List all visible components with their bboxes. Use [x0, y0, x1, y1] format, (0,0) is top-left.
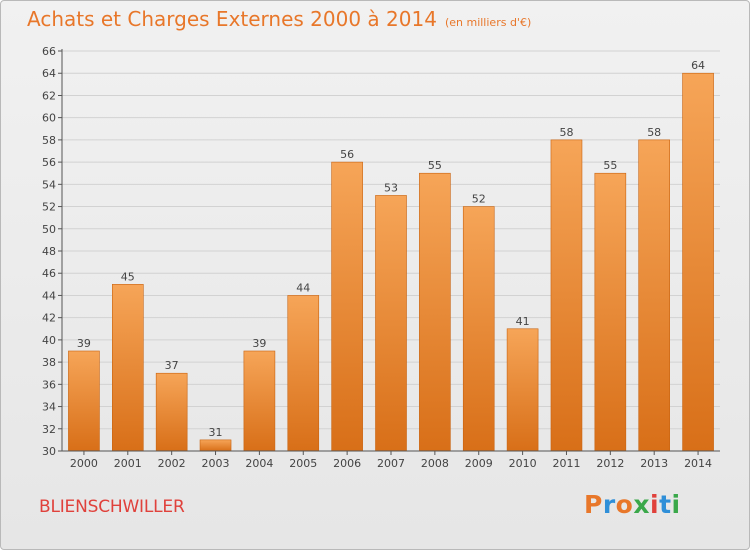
- y-tick-label: 40: [42, 334, 56, 347]
- brand-letter: t: [659, 490, 672, 519]
- label-layer: 39 45 37 31 39 44 56 53 55 52 41 58 55 58 64: [77, 59, 705, 439]
- y-tick-label: 58: [42, 134, 56, 147]
- y-tick-label: 54: [42, 178, 56, 191]
- bar-value-label: 41: [516, 315, 530, 328]
- bar: [682, 72, 714, 452]
- y-tick-label: 66: [42, 45, 56, 58]
- y-tick-label: 32: [42, 423, 56, 436]
- bar-value-label: 53: [384, 181, 398, 194]
- x-tick-label: 2009: [465, 457, 493, 470]
- bar-value-label: 39: [252, 337, 266, 350]
- y-tick-label: 36: [42, 378, 56, 391]
- x-tick-label: 2004: [245, 457, 273, 470]
- bar: [112, 284, 144, 452]
- bar-value-label: 52: [472, 193, 486, 206]
- bar: [550, 139, 583, 452]
- bar: [638, 139, 671, 452]
- bar-value-label: 64: [691, 59, 705, 72]
- y-tick-label: 42: [42, 312, 56, 325]
- x-tick-label: 2001: [114, 457, 142, 470]
- bar: [287, 295, 320, 452]
- x-tick-label: 2007: [377, 457, 405, 470]
- y-tick-label: 56: [42, 156, 56, 169]
- y-tick-label: 38: [42, 356, 56, 369]
- bar: [243, 350, 276, 452]
- x-tick-label: 2006: [333, 457, 361, 470]
- x-tick-label: 2013: [640, 457, 668, 470]
- bar: [419, 172, 451, 452]
- bar: [155, 372, 188, 452]
- brand-letter: r: [602, 490, 616, 519]
- brand-logo: Proxiti: [584, 490, 681, 519]
- x-tick-label: 2000: [70, 457, 98, 470]
- x-tick-label: 2002: [158, 457, 186, 470]
- x-tick-label: 2010: [509, 457, 537, 470]
- bar-value-label: 55: [428, 159, 442, 172]
- bar: [506, 328, 539, 452]
- bar-value-label: 55: [603, 159, 617, 172]
- y-tick-label: 64: [42, 67, 56, 80]
- y-tick-label: 48: [42, 245, 56, 258]
- bar: [68, 350, 100, 452]
- bar-value-label: 58: [559, 126, 573, 139]
- bar-value-label: 39: [77, 337, 91, 350]
- x-tick-label: 2005: [289, 457, 317, 470]
- bar-value-label: 44: [296, 281, 310, 294]
- bar-value-label: 58: [647, 126, 661, 139]
- y-tick-label: 50: [42, 223, 56, 236]
- y-tick-label: 60: [42, 112, 56, 125]
- bar-value-label: 37: [165, 359, 179, 372]
- axis-layer: 30 32 34 36 38 40 42 44 46 48 50 52 54 56 58 60 62 64 66 20…: [42, 45, 720, 470]
- x-tick-label: 2008: [421, 457, 449, 470]
- bar: [462, 206, 495, 452]
- x-tick-label: 2014: [684, 457, 712, 470]
- bar-value-label: 31: [209, 426, 223, 439]
- brand-letter: x: [633, 490, 650, 519]
- bar: [594, 172, 627, 452]
- y-tick-label: 44: [42, 289, 56, 302]
- title-row: Achats et Charges Externes 2000 à 2014 (e…: [27, 7, 531, 31]
- brand-letter: i: [671, 490, 681, 519]
- chart-subtitle: (en milliers d'€): [444, 16, 532, 29]
- bar: [199, 439, 232, 452]
- y-tick-label: 52: [42, 201, 56, 214]
- brand-letter: P: [584, 490, 603, 519]
- bar-layer: [68, 72, 714, 452]
- bar-value-label: 56: [340, 148, 354, 161]
- town-name: BLIENSCHWILLER: [39, 497, 185, 517]
- chart-title: Achats et Charges Externes 2000 à 2014: [27, 7, 437, 31]
- x-tick-label: 2011: [552, 457, 580, 470]
- y-tick-label: 46: [42, 267, 56, 280]
- y-tick-label: 30: [42, 445, 56, 458]
- y-tick-label: 34: [42, 401, 56, 414]
- y-tick-label: 62: [42, 89, 56, 102]
- brand-letter: i: [650, 490, 660, 519]
- x-tick-label: 2012: [596, 457, 624, 470]
- x-tick-label: 2003: [202, 457, 230, 470]
- bar-value-label: 45: [121, 270, 135, 283]
- bar: [375, 195, 407, 452]
- bar: [331, 161, 363, 452]
- brand-letter: o: [615, 490, 634, 519]
